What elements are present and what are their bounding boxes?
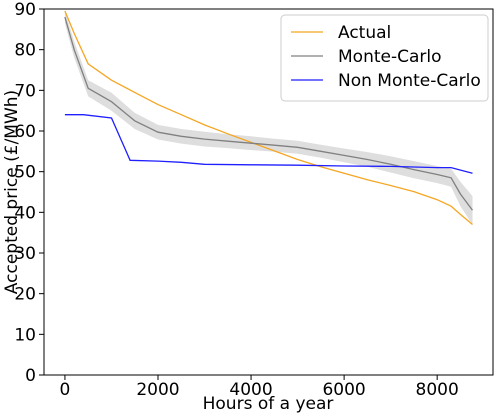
y-tick-label: 20 [14,285,36,305]
legend-box [280,14,489,102]
x-tick-label: 0 [60,380,71,400]
y-tick-label: 80 [14,41,36,61]
series-line-actual [64,10,473,225]
legend: Actual Monte-Carlo Non Monte-Carlo [280,14,489,102]
y-axis-title: Accepted price (£/MWh) [2,90,22,294]
x-tick-label: 8000 [416,380,459,400]
y-tick-label: 50 [14,163,36,183]
x-tick-label: 2000 [136,380,179,400]
x-tick-label: 6000 [322,380,365,400]
series-line-monte-carlo [64,16,474,211]
legend-label-non-monte-carlo: Non Monte-Carlo [338,71,481,91]
x-tick-label: 4000 [229,380,272,400]
legend-label-actual: Actual [338,23,391,43]
x-axis-ticks: 0 2000 4000 6000 8000 [60,375,459,400]
y-tick-label: 10 [14,325,36,345]
series-line-non-monte-carlo [64,114,473,174]
x-axis-title: Hours of a year [203,394,334,414]
y-tick-label: 40 [14,203,36,223]
legend-label-monte-carlo: Monte-Carlo [338,47,442,67]
series-layer [64,10,474,225]
y-axis-ticks: 0 10 20 30 40 50 60 70 80 90 [14,0,44,386]
y-tick-label: 0 [25,366,36,386]
y-tick-label: 70 [14,81,36,101]
y-tick-label: 30 [14,244,36,264]
plot-frame [43,8,494,376]
y-tick-label: 90 [14,0,36,20]
y-tick-label: 60 [14,122,36,142]
